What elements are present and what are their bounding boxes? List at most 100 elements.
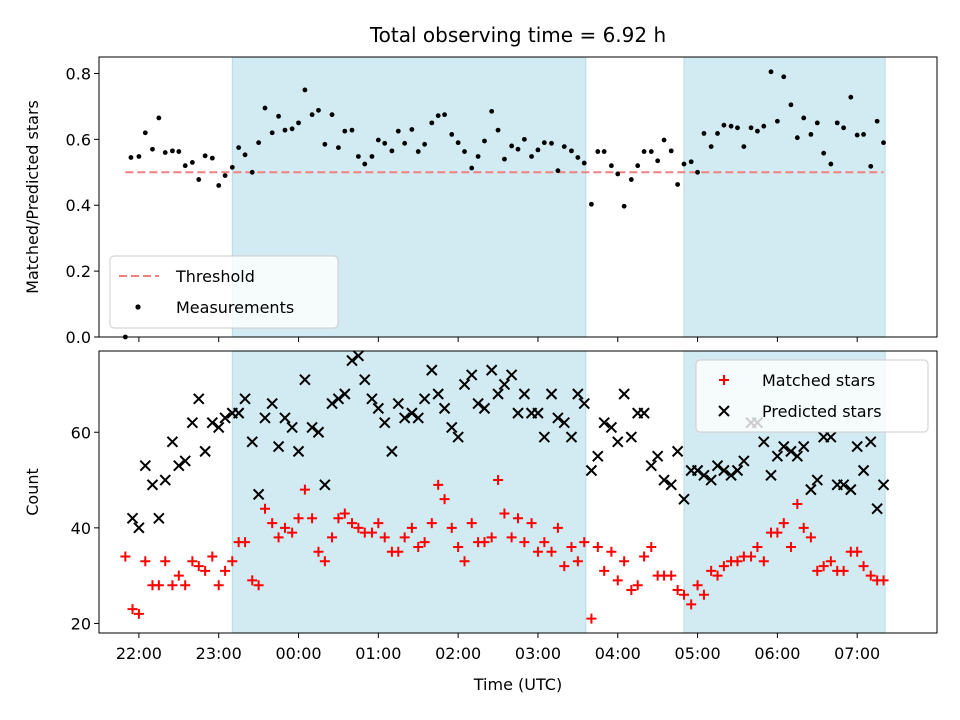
predicted-star-marker — [711, 460, 724, 472]
matched-star-marker — [732, 556, 743, 567]
measurement-point — [189, 160, 195, 165]
matched-star-marker — [586, 613, 597, 624]
predicted-star-marker — [292, 445, 305, 458]
measurement-point — [422, 141, 428, 147]
predicted-star-marker — [645, 460, 657, 472]
predicted-star-marker — [213, 421, 225, 434]
measurement-point — [848, 94, 854, 100]
predicted-star-marker — [877, 479, 890, 491]
predicted-star-marker — [326, 397, 338, 410]
legend-measurement-swatch — [135, 304, 141, 310]
measurement-point — [209, 155, 215, 161]
matched-star-marker — [666, 570, 677, 581]
measurement-point — [449, 132, 455, 137]
matched-star-marker — [805, 532, 816, 543]
matched-star-marker — [459, 556, 470, 567]
predicted-star-marker — [651, 450, 664, 462]
measurement-point — [541, 140, 547, 146]
predicted-star-marker — [166, 436, 179, 448]
matched-star-marker — [180, 580, 191, 591]
predicted-star-marker — [698, 469, 710, 481]
matched-star-marker — [566, 541, 577, 552]
matched-star-marker — [287, 527, 298, 538]
x-tick-label: 22:00 — [116, 644, 162, 663]
matched-star-marker — [599, 565, 610, 576]
measurement-point — [296, 120, 301, 126]
measurement-point — [655, 158, 661, 164]
measurement-point — [176, 149, 182, 154]
predicted-star-marker — [485, 364, 498, 376]
matched-star-marker — [393, 546, 404, 557]
predicted-star-marker — [133, 522, 145, 534]
predicted-star-marker — [592, 450, 604, 462]
x-tick-label: 06:00 — [754, 644, 800, 663]
matched-star-marker — [227, 556, 238, 567]
predicted-star-marker — [406, 407, 418, 419]
measurement-point — [170, 148, 175, 154]
matched-star-marker — [818, 561, 829, 572]
y-tick-label: 40 — [71, 519, 91, 538]
measurement-point — [302, 87, 308, 93]
predicted-star-marker — [266, 397, 278, 410]
measurement-point — [355, 154, 361, 159]
measurement-point — [715, 131, 720, 136]
predicted-star-marker — [232, 407, 245, 419]
measurement-point — [469, 165, 475, 171]
matched-star-marker — [453, 541, 464, 552]
measurement-point — [415, 149, 421, 154]
measurement-point — [681, 161, 687, 167]
measurement-point — [781, 74, 787, 80]
measurement-point — [202, 153, 208, 159]
predicted-star-marker — [572, 388, 584, 400]
predicted-star-marker — [552, 412, 564, 424]
measurement-point — [874, 118, 880, 124]
measurement-point — [549, 140, 554, 146]
predicted-star-marker — [306, 421, 318, 434]
legend-predicted-swatch — [718, 405, 730, 417]
matched-star-marker — [632, 580, 643, 591]
predicted-star-marker — [372, 402, 385, 415]
measurement-point — [128, 155, 134, 160]
matched-star-marker — [373, 518, 384, 529]
matched-star-marker — [592, 541, 603, 552]
measurement-point — [575, 155, 581, 160]
measurement-point — [608, 163, 614, 169]
predicted-star-marker — [691, 464, 704, 477]
predicted-star-marker — [159, 474, 171, 486]
predicted-star-marker — [658, 474, 670, 486]
matched-star-marker — [646, 541, 657, 552]
matched-star-marker — [878, 575, 889, 586]
measurement-point — [794, 135, 800, 141]
bottom-panel: 20 40 60 22:00 23:00 00:00 01:00 02:00 03:00 04:0… — [23, 350, 938, 663]
matched-star-marker — [758, 556, 769, 567]
predicted-star-marker — [738, 455, 750, 467]
measurement-point — [801, 115, 807, 121]
predicted-star-marker — [153, 512, 165, 524]
measurement-point — [768, 69, 774, 75]
measurement-point — [708, 144, 714, 150]
measurement-point — [482, 138, 487, 144]
measurement-point — [595, 149, 601, 154]
measurement-point — [162, 150, 168, 155]
predicted-star-marker — [731, 464, 744, 477]
predicted-star-marker — [512, 407, 524, 419]
predicted-star-marker — [612, 436, 624, 448]
measurement-point — [156, 115, 162, 121]
measurement-point — [521, 136, 527, 142]
predicted-star-marker — [865, 436, 877, 448]
matched-star-marker — [838, 565, 849, 576]
matched-star-marker — [825, 556, 836, 567]
top-panel: 0.0 0.2 0.4 0.6 0.8 Matched/Predicted stars Th… — [23, 56, 938, 347]
measurement-point — [502, 156, 507, 162]
predicted-star-marker — [705, 474, 717, 486]
legend-label: Measurements — [176, 298, 294, 317]
x-axis-label: Time (UTC) — [473, 675, 562, 694]
legend-label: Predicted stars — [762, 402, 882, 421]
measurement-point — [821, 150, 827, 156]
x-tick-label: 02:00 — [435, 644, 481, 663]
predicted-star-marker — [545, 388, 558, 400]
predicted-star-marker — [478, 402, 491, 415]
predicted-star-marker — [252, 488, 265, 501]
measurement-point — [828, 161, 834, 167]
